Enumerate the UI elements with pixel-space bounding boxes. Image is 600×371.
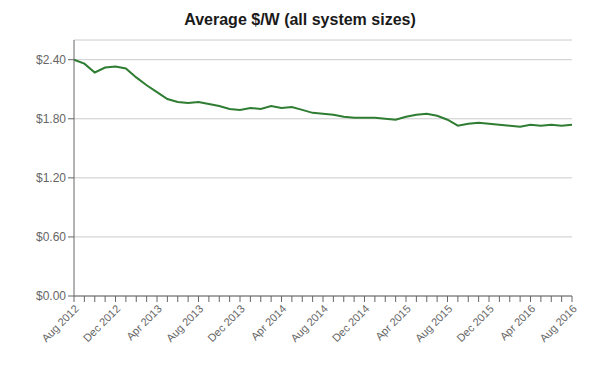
svg-text:$2.40: $2.40: [36, 53, 66, 67]
svg-text:Aug 2015: Aug 2015: [413, 302, 455, 344]
svg-text:Apr 2016: Apr 2016: [497, 302, 537, 342]
svg-text:Apr 2014: Apr 2014: [248, 302, 288, 342]
svg-text:Aug 2012: Aug 2012: [39, 302, 81, 344]
svg-text:Apr 2013: Apr 2013: [124, 302, 164, 342]
svg-text:Dec 2012: Dec 2012: [81, 302, 123, 344]
svg-text:$1.80: $1.80: [36, 112, 66, 126]
svg-text:Aug 2016: Aug 2016: [537, 302, 579, 344]
svg-text:Dec 2013: Dec 2013: [205, 302, 247, 344]
svg-text:$0.00: $0.00: [36, 289, 66, 303]
html-text:Average $/W (all system sizes): Average $/W (all system sizes): [184, 11, 416, 28]
svg-text:Dec 2014: Dec 2014: [330, 302, 372, 344]
svg-text:$1.20: $1.20: [36, 171, 66, 185]
svg-text:Dec 2015: Dec 2015: [454, 302, 496, 344]
svg-text:Apr 2015: Apr 2015: [373, 302, 413, 342]
svg-text:Aug 2013: Aug 2013: [164, 302, 206, 344]
svg-text:$0.60: $0.60: [36, 230, 66, 244]
svg-text:Aug 2014: Aug 2014: [288, 302, 330, 344]
